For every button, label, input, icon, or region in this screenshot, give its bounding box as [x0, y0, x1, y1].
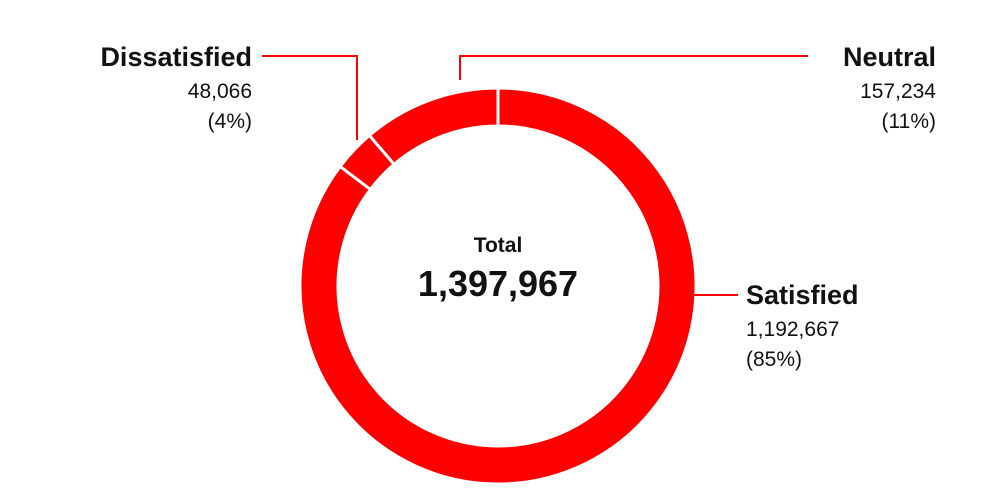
leader-line-dissatisfied — [262, 55, 358, 140]
label-dissatisfied-name: Dissatisfied — [100, 42, 252, 72]
label-neutral-name: Neutral — [843, 42, 936, 72]
label-dissatisfied-percent: (4%) — [208, 110, 252, 133]
leader-line-neutral — [459, 55, 808, 80]
leader-lines — [262, 55, 808, 296]
label-satisfied-percent: (85%) — [746, 348, 802, 371]
label-dissatisfied-value: 48,066 — [188, 80, 252, 103]
donut-slice-neutral — [367, 86, 500, 167]
donut-slices — [298, 86, 698, 486]
center-total: 1,397,967 — [418, 263, 578, 304]
label-satisfied-value: 1,192,667 — [746, 318, 839, 341]
center-title: Total — [474, 234, 523, 257]
label-satisfied-name: Satisfied — [746, 280, 859, 310]
label-neutral-value: 157,234 — [860, 80, 936, 103]
donut-slice-satisfied — [298, 86, 698, 486]
label-neutral-percent: (11%) — [882, 110, 936, 133]
